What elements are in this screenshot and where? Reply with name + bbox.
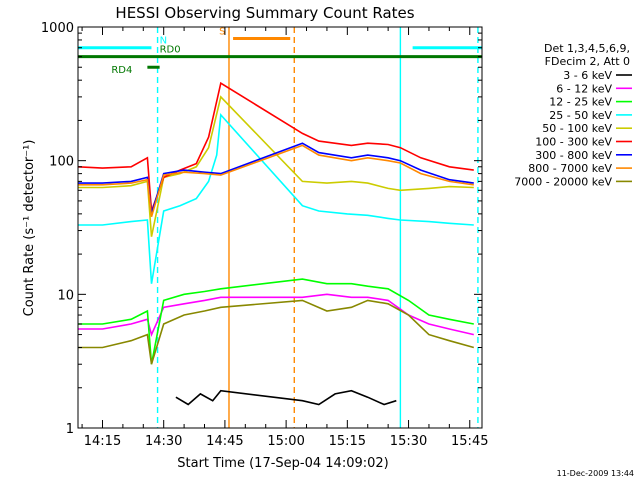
y-tick-label-0: 1	[66, 422, 74, 437]
series-line-7	[78, 144, 474, 218]
y-axis-label: Count Rate (s⁻¹ detector⁻¹)	[22, 140, 37, 317]
flag-label-s: S	[219, 27, 225, 38]
x-tick-label-6: 15:45	[451, 434, 488, 449]
legend-label-1: 6 - 12 keV	[556, 82, 612, 95]
x-axis-label: Start Time (17-Sep-04 14:09:02)	[177, 456, 388, 471]
legend-label-4: 50 - 100 keV	[542, 122, 612, 135]
series-line-6	[78, 142, 474, 215]
flag-label-rd4: RD4	[111, 65, 132, 76]
legend-label-5: 100 - 300 keV	[535, 136, 612, 149]
legend-label-3: 25 - 50 keV	[549, 109, 612, 122]
legend-label-2: 12 - 25 keV	[549, 96, 612, 109]
legend-label-8: 7000 - 20000 keV	[514, 175, 612, 188]
x-tick-label-3: 15:00	[267, 434, 304, 449]
x-tick-label-2: 14:45	[206, 434, 243, 449]
series-line-3	[78, 113, 474, 284]
series-line-8	[78, 299, 475, 365]
legend-label-0: 3 - 6 keV	[563, 69, 612, 82]
x-tick-label-1: 14:30	[145, 434, 182, 449]
legend-header-line-1: Det 1,3,4,5,6,9,	[544, 42, 630, 55]
y-tick-label-2: 100	[49, 155, 74, 170]
legend-label-7: 800 - 7000 keV	[528, 162, 612, 175]
series-line-1	[78, 293, 474, 337]
flag-label-n: N	[160, 36, 167, 47]
legend-label-6: 300 - 800 keV	[535, 149, 612, 162]
plot-frame	[77, 26, 483, 429]
x-tick-label-4: 15:15	[329, 434, 366, 449]
x-tick-label-5: 15:30	[390, 434, 427, 449]
y-tick-label-1: 10	[57, 288, 74, 303]
footer-timestamp: 11-Dec-2009 13:44	[557, 469, 634, 478]
y-tick-label-3: 1000	[41, 21, 74, 36]
series-line-0	[175, 389, 397, 406]
chart-title: HESSI Observing Summary Count Rates	[115, 4, 414, 22]
series-line-2	[78, 278, 474, 365]
series-line-5	[77, 81, 474, 212]
flag-label-rd0: RD0	[160, 45, 181, 56]
legend-header-line-2: FDecim 2, Att 0	[545, 55, 630, 68]
x-tick-label-0: 14:15	[84, 434, 121, 449]
